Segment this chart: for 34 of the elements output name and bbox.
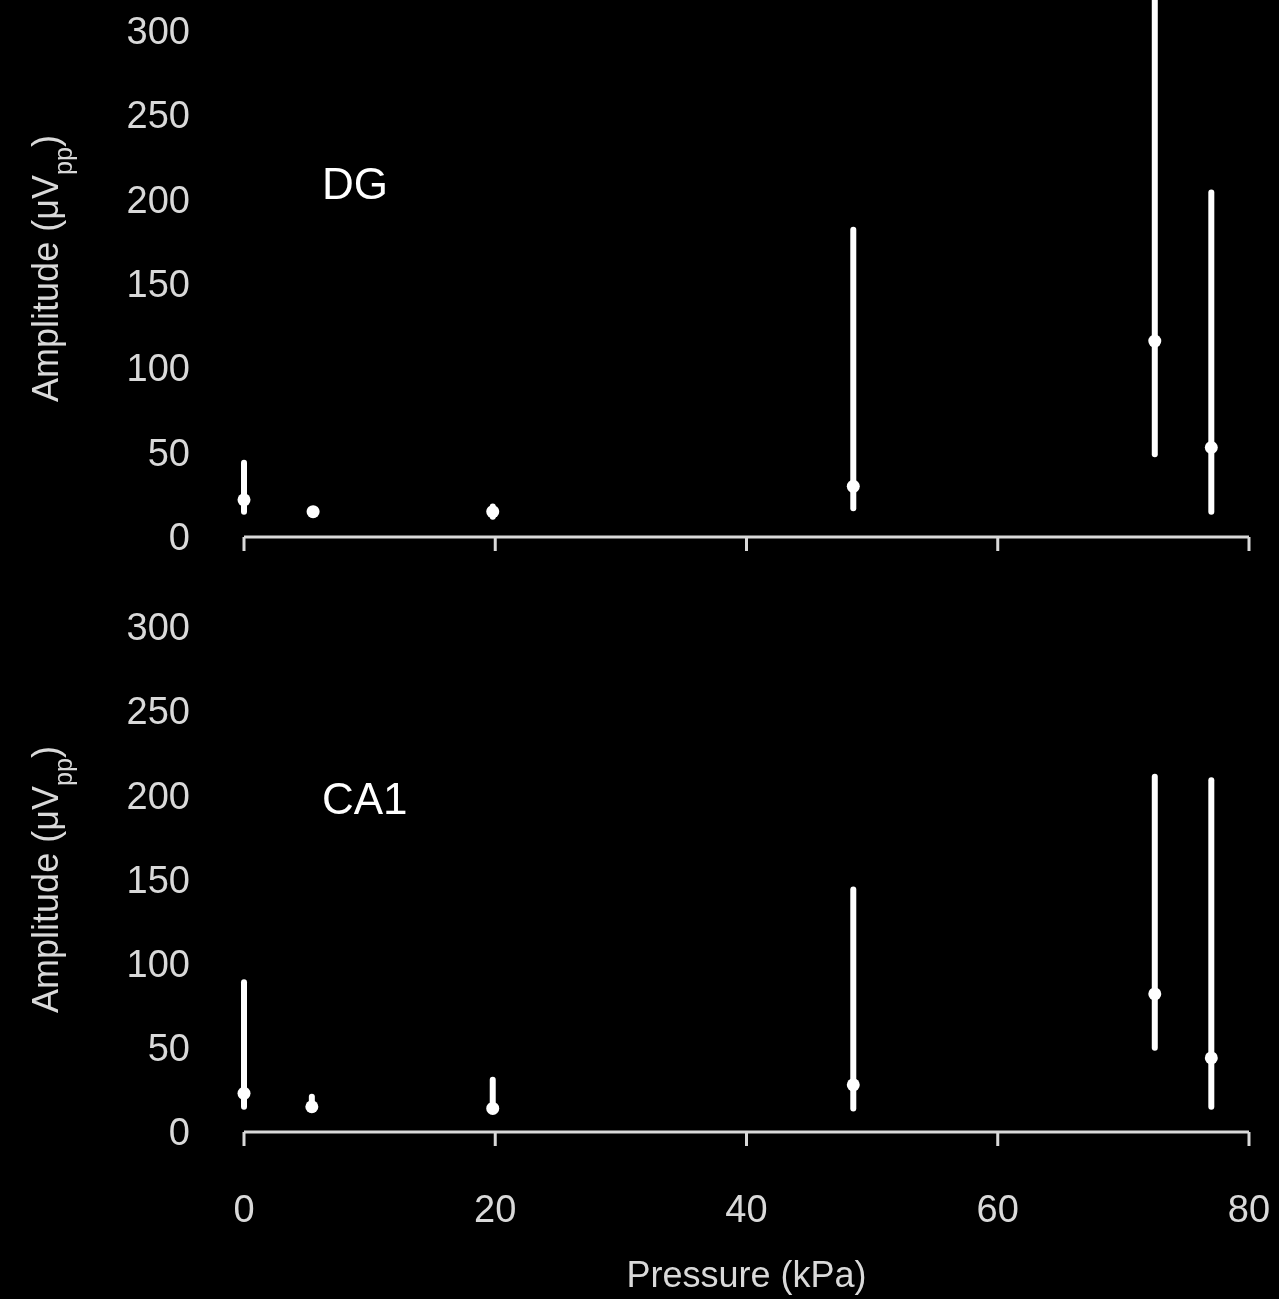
point	[237, 493, 251, 507]
y-tick-label: 50	[147, 1027, 190, 1070]
point	[486, 505, 500, 519]
y-tick-label: 300	[126, 606, 190, 649]
y-tick-label: 200	[126, 178, 190, 221]
x-axis-title: Pressure (kPa)	[626, 1254, 867, 1295]
x-tick-label: 20	[474, 1188, 517, 1230]
x-tick-label: 0	[233, 1188, 255, 1230]
point	[1148, 987, 1162, 1001]
point	[1204, 1051, 1218, 1065]
point	[846, 479, 860, 493]
y-tick-label: 150	[126, 263, 190, 305]
x-tick-label: 40	[725, 1188, 768, 1230]
y-tick-label: 150	[126, 858, 190, 901]
y-tick-label: 0	[168, 1111, 190, 1154]
y-tick-label: 50	[147, 431, 190, 474]
point	[1204, 441, 1218, 454]
y-tick-label: 250	[126, 94, 190, 137]
x-tick-label: 60	[976, 1188, 1019, 1230]
point	[1148, 334, 1162, 348]
point	[237, 1086, 251, 1100]
y-tick-label: 200	[126, 774, 190, 817]
y-tick-label: 250	[126, 690, 190, 733]
annotation: CA1	[322, 773, 408, 823]
point	[305, 1100, 319, 1114]
y-tick-label: 100	[126, 347, 190, 390]
point	[846, 1078, 860, 1092]
point	[306, 505, 320, 519]
point	[486, 1101, 500, 1115]
y-tick-label: 100	[126, 942, 190, 985]
annotation: DG	[322, 158, 388, 208]
y-tick-label: 0	[168, 516, 190, 559]
y-tick-label: 300	[126, 9, 190, 52]
x-tick-label: 80	[1227, 1188, 1271, 1230]
